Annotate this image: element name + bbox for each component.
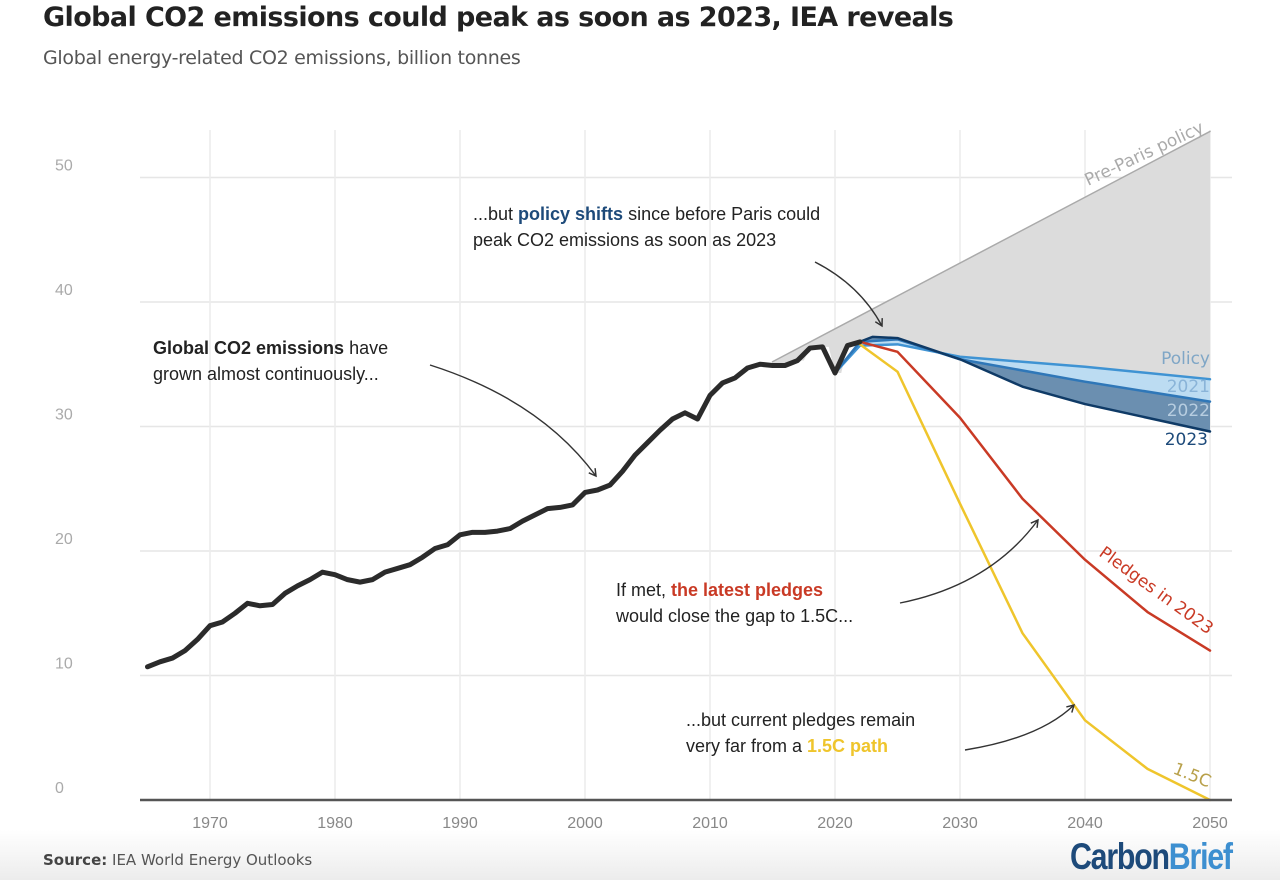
annotation-pledges-line1: If met, the latest pledges [616,580,823,600]
chart-subtitle: Global energy-related CO2 emissions, bil… [43,47,521,69]
area-fills [772,131,1210,432]
y-tick-label: 30 [55,407,73,424]
footer-band [0,830,1280,880]
line-pledges-2023 [858,340,1212,652]
annotation-policy-line1: ...but policy shifts since before Paris … [473,204,820,224]
annotation-pledges-line2: would close the gap to 1.5C... [615,606,853,626]
label-policy-2021: 2021 [1167,377,1210,397]
x-tick-label: 2000 [567,815,603,832]
label-policy-2022: 2022 [1167,401,1210,421]
y-tick-label: 20 [55,531,73,548]
series-lines [145,130,1212,802]
area-pre-paris [772,131,1210,380]
gridlines [140,130,1232,800]
annotation-onepointfive-line2: very far from a 1.5C path [686,736,888,756]
x-tick-label: 1980 [317,815,353,832]
area-policy-2022-2023 [860,336,1210,432]
line-onepointfive [858,343,1212,802]
line-policy-2023 [858,335,1212,433]
line-historical [145,339,863,670]
y-tick-label: 50 [55,158,73,175]
x-tick-label: 2050 [1192,815,1228,832]
x-tick-label: 2030 [942,815,978,832]
annotation-onepointfive-line1: ...but current pledges remain [686,710,915,730]
annotation-arrow-pledges [899,518,1039,604]
x-tick-label: 2010 [692,815,728,832]
annotation-growth-line1: Global CO2 emissions have [153,338,388,358]
x-tick-label: 2020 [817,815,853,832]
label-pledges: Pledges in 2023 [1095,543,1217,639]
y-tick-label: 10 [55,656,73,673]
x-tick-label: 1970 [192,815,228,832]
x-axis-ticks: 1970 1980 1990 2000 2010 2020 2030 2040 2050 [192,815,1228,832]
line-pre-paris [771,130,1211,363]
x-tick-label: 2040 [1067,815,1103,832]
annotation-arrow-peak [814,261,883,328]
y-axis-ticks: 0 10 20 30 40 50 [55,158,73,798]
source-note: Source: IEA World Energy Outlooks [43,851,313,869]
carbonbrief-logo[interactable]: CarbonBrief [1070,836,1233,877]
x-tick-label: 1990 [442,815,478,832]
y-tick-label: 0 [55,780,64,797]
label-onepointfive: 1.5C [1170,759,1214,792]
label-policy: Policy [1161,349,1210,369]
label-policy-2023: 2023 [1165,430,1208,450]
chart-title: Global CO2 emissions could peak as soon … [43,2,954,33]
annotation-policy-line2: peak CO2 emissions as soon as 2023 [473,230,776,250]
annotation-arrow-onepointfive [964,703,1076,751]
annotation-arrow-growth [429,364,597,478]
annotation-growth-line2: grown almost continuously... [153,364,379,384]
y-tick-label: 40 [55,282,73,299]
